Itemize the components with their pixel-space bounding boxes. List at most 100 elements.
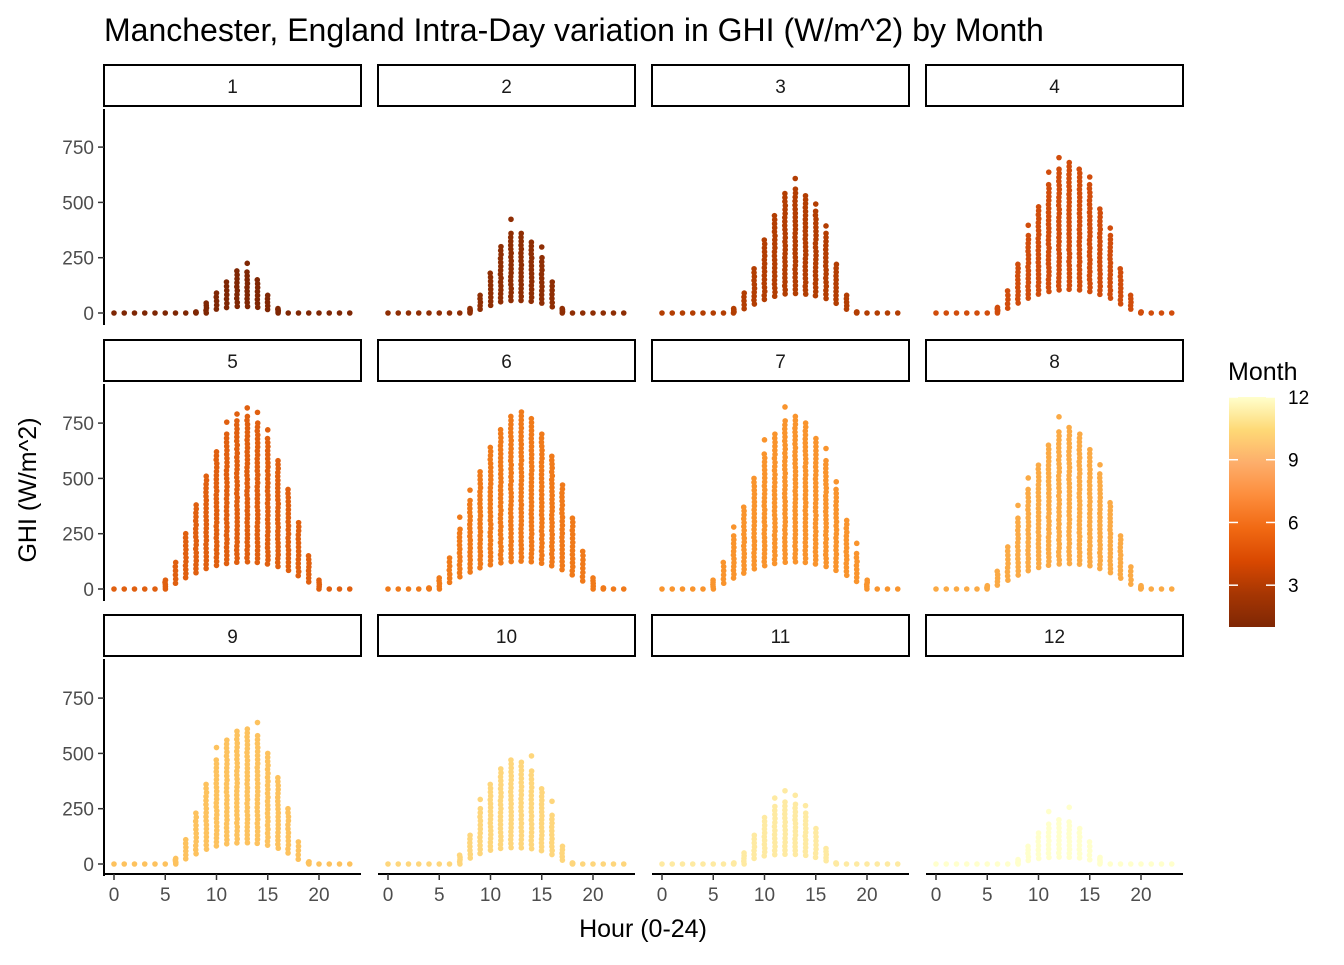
facet-strip-label: 5 bbox=[227, 352, 238, 373]
data-point bbox=[1107, 499, 1113, 506]
data-point bbox=[518, 554, 525, 560]
data-point bbox=[203, 789, 210, 796]
data-point bbox=[802, 472, 809, 478]
data-point bbox=[518, 465, 524, 472]
data-point bbox=[792, 175, 799, 182]
facet-strip-label: 11 bbox=[771, 627, 791, 648]
data-point bbox=[518, 534, 524, 540]
y-tick-label: 750 bbox=[62, 689, 94, 710]
data-point bbox=[507, 506, 514, 512]
data-point bbox=[274, 798, 281, 805]
data-point bbox=[792, 214, 799, 221]
data-point bbox=[528, 837, 535, 844]
data-point bbox=[1056, 230, 1062, 237]
data-point bbox=[1046, 268, 1052, 275]
data-point bbox=[172, 563, 179, 570]
data-point bbox=[254, 792, 261, 799]
data-point bbox=[121, 861, 128, 867]
data-point bbox=[1004, 548, 1011, 554]
data-point bbox=[1035, 851, 1042, 858]
data-point bbox=[1055, 202, 1062, 209]
data-point bbox=[518, 234, 524, 241]
data-point bbox=[1107, 511, 1113, 518]
data-point bbox=[1046, 854, 1052, 861]
data-point bbox=[467, 561, 473, 567]
data-point bbox=[538, 824, 545, 831]
data-point bbox=[1035, 239, 1042, 246]
data-point bbox=[1168, 586, 1175, 592]
data-point bbox=[528, 550, 535, 557]
data-point bbox=[1107, 256, 1113, 262]
data-point bbox=[1056, 198, 1062, 205]
data-point bbox=[254, 547, 261, 554]
data-point bbox=[244, 260, 251, 267]
data-point bbox=[233, 430, 240, 436]
data-point bbox=[1066, 227, 1072, 233]
data-point bbox=[497, 829, 504, 836]
data-point bbox=[579, 565, 586, 572]
data-point bbox=[1056, 509, 1062, 515]
data-point bbox=[285, 809, 291, 816]
data-point bbox=[1066, 496, 1073, 503]
data-point bbox=[1066, 560, 1073, 567]
data-point bbox=[193, 569, 199, 576]
data-point bbox=[782, 190, 788, 197]
data-point bbox=[802, 424, 809, 430]
data-point bbox=[813, 451, 819, 458]
data-point bbox=[213, 302, 220, 308]
data-point bbox=[802, 271, 809, 278]
data-point bbox=[265, 806, 271, 813]
data-point bbox=[782, 506, 788, 513]
data-point bbox=[812, 460, 819, 466]
data-point bbox=[559, 534, 565, 541]
data-point bbox=[224, 479, 230, 486]
data-point bbox=[813, 228, 819, 235]
data-point bbox=[548, 832, 555, 838]
data-point bbox=[1086, 174, 1093, 180]
data-point bbox=[508, 453, 514, 460]
x-tick-label: 0 bbox=[931, 885, 942, 906]
x-tick-label: 10 bbox=[1028, 885, 1049, 906]
data-point bbox=[771, 512, 778, 518]
data-point bbox=[477, 520, 483, 527]
data-point bbox=[1086, 241, 1093, 247]
data-point bbox=[1056, 433, 1062, 439]
data-point bbox=[528, 817, 535, 823]
data-point bbox=[802, 420, 809, 426]
data-point bbox=[1035, 478, 1042, 484]
data-point bbox=[802, 196, 809, 203]
data-point bbox=[498, 770, 504, 776]
data-point bbox=[264, 754, 271, 761]
data-point bbox=[467, 545, 474, 551]
data-point bbox=[193, 502, 199, 508]
data-point bbox=[265, 818, 271, 825]
data-point bbox=[172, 559, 179, 566]
data-point bbox=[620, 861, 627, 867]
data-point bbox=[508, 526, 514, 533]
data-point bbox=[812, 208, 819, 215]
data-point bbox=[1045, 257, 1052, 263]
data-point bbox=[1066, 476, 1072, 483]
data-point bbox=[295, 552, 302, 559]
data-point bbox=[1056, 845, 1062, 852]
data-point bbox=[497, 451, 504, 457]
data-point bbox=[802, 244, 809, 250]
data-point bbox=[781, 811, 788, 817]
data-point bbox=[508, 417, 514, 424]
data-point bbox=[1096, 475, 1103, 481]
data-point bbox=[538, 495, 545, 502]
data-point bbox=[497, 515, 504, 522]
data-point bbox=[751, 546, 758, 552]
data-point bbox=[884, 861, 891, 867]
data-point bbox=[1076, 494, 1083, 500]
data-point bbox=[1148, 586, 1155, 592]
data-point bbox=[213, 472, 220, 479]
data-point bbox=[1045, 197, 1052, 204]
data-point bbox=[223, 475, 230, 482]
data-point bbox=[741, 850, 747, 856]
data-point bbox=[518, 518, 525, 524]
data-point bbox=[833, 527, 840, 533]
data-point bbox=[508, 474, 514, 480]
data-point bbox=[518, 469, 525, 476]
